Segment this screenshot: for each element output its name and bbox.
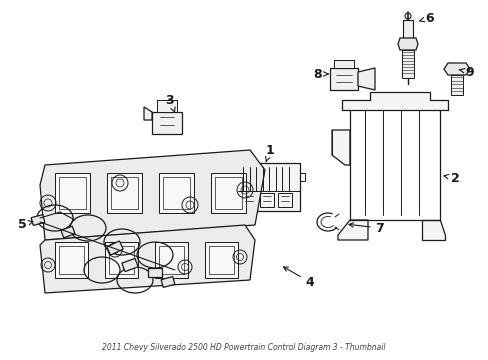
Text: 8: 8 xyxy=(313,68,327,81)
Polygon shape xyxy=(31,215,45,225)
Bar xyxy=(159,246,183,274)
Bar xyxy=(204,242,238,278)
Text: 7: 7 xyxy=(348,221,384,234)
Bar xyxy=(238,163,299,211)
Bar xyxy=(299,173,305,181)
Bar xyxy=(155,242,187,278)
Bar xyxy=(402,20,412,38)
Bar xyxy=(210,173,245,213)
Bar xyxy=(215,177,242,209)
Polygon shape xyxy=(161,276,175,287)
Bar xyxy=(208,246,234,274)
Bar xyxy=(242,193,256,207)
Bar xyxy=(157,100,177,112)
Bar xyxy=(55,173,90,213)
Bar xyxy=(111,177,138,209)
Text: 6: 6 xyxy=(419,12,433,24)
Bar xyxy=(278,193,291,207)
Bar xyxy=(107,173,142,213)
Bar xyxy=(152,112,182,134)
Polygon shape xyxy=(61,226,75,238)
Bar xyxy=(450,75,462,95)
Polygon shape xyxy=(397,38,417,50)
Text: 5: 5 xyxy=(18,219,33,231)
Bar xyxy=(105,242,138,278)
Bar xyxy=(329,68,357,90)
Polygon shape xyxy=(337,220,367,240)
Polygon shape xyxy=(357,68,374,90)
Text: 3: 3 xyxy=(165,94,175,112)
Polygon shape xyxy=(443,63,469,75)
Polygon shape xyxy=(148,267,162,276)
Polygon shape xyxy=(421,220,444,240)
Bar xyxy=(109,246,134,274)
Bar xyxy=(333,60,353,68)
Bar xyxy=(59,177,86,209)
Bar xyxy=(232,173,238,181)
Polygon shape xyxy=(122,258,138,272)
Text: 9: 9 xyxy=(459,66,473,78)
Bar xyxy=(59,246,84,274)
Bar xyxy=(159,173,194,213)
Bar xyxy=(163,177,190,209)
Bar xyxy=(260,193,273,207)
Bar xyxy=(55,242,88,278)
Bar xyxy=(401,50,413,78)
Polygon shape xyxy=(143,107,152,120)
Polygon shape xyxy=(341,92,447,110)
Polygon shape xyxy=(331,130,349,165)
Text: 4: 4 xyxy=(283,267,314,288)
Text: 1: 1 xyxy=(265,144,274,162)
Text: 2: 2 xyxy=(443,171,458,184)
Polygon shape xyxy=(40,225,254,293)
Text: 2011 Chevy Silverado 2500 HD Powertrain Control Diagram 3 - Thumbnail: 2011 Chevy Silverado 2500 HD Powertrain … xyxy=(102,343,385,352)
Polygon shape xyxy=(40,150,264,240)
Polygon shape xyxy=(106,241,123,255)
